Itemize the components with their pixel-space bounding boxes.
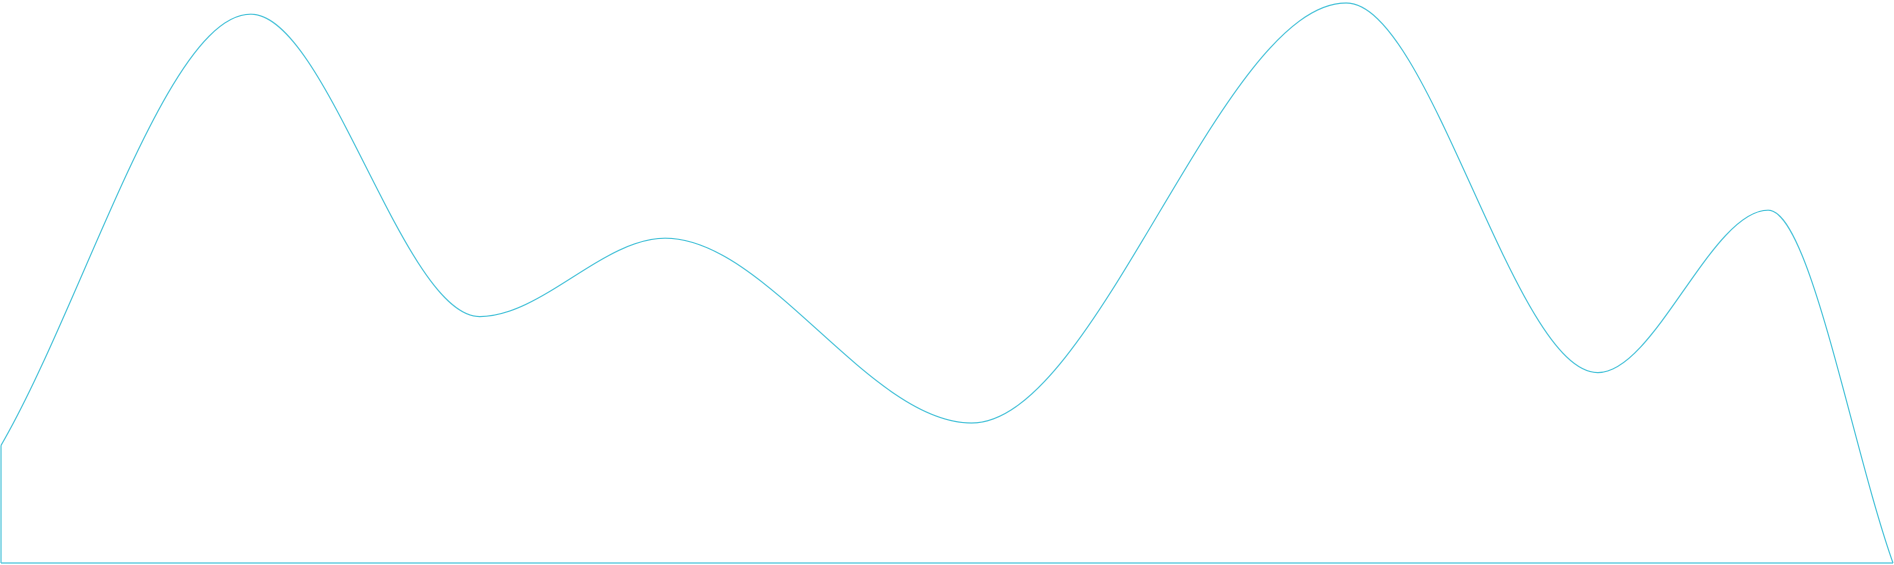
area-line (0, 2, 1894, 564)
chart (0, 2, 1894, 564)
